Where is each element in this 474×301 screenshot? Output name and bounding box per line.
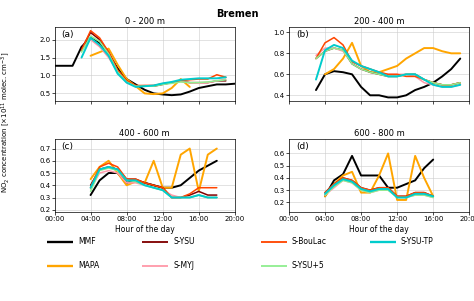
Text: (a): (a)	[62, 30, 74, 39]
Text: NO$_2$ concentration [$\times$10$^{11}$ molec. cm$^{-3}$]: NO$_2$ concentration [$\times$10$^{11}$ …	[0, 51, 12, 193]
Text: S-YSU: S-YSU	[173, 237, 194, 246]
Text: (b): (b)	[296, 30, 309, 39]
Text: MAPA: MAPA	[78, 261, 100, 270]
X-axis label: Hour of the day: Hour of the day	[115, 225, 174, 234]
Text: S-YSU-TP: S-YSU-TP	[401, 237, 433, 246]
Text: S-BouLac: S-BouLac	[292, 237, 327, 246]
Title: 400 - 600 m: 400 - 600 m	[119, 129, 170, 138]
Title: 0 - 200 m: 0 - 200 m	[125, 17, 164, 26]
Title: 600 - 800 m: 600 - 800 m	[354, 129, 404, 138]
Text: S-MYJ: S-MYJ	[173, 261, 194, 270]
X-axis label: Hour of the day: Hour of the day	[349, 225, 409, 234]
Text: S-YSU+5: S-YSU+5	[292, 261, 324, 270]
Title: 200 - 400 m: 200 - 400 m	[354, 17, 404, 26]
Text: Bremen: Bremen	[216, 9, 258, 19]
Text: (c): (c)	[62, 142, 74, 151]
Text: (d): (d)	[296, 142, 309, 151]
Text: MMF: MMF	[78, 237, 96, 246]
